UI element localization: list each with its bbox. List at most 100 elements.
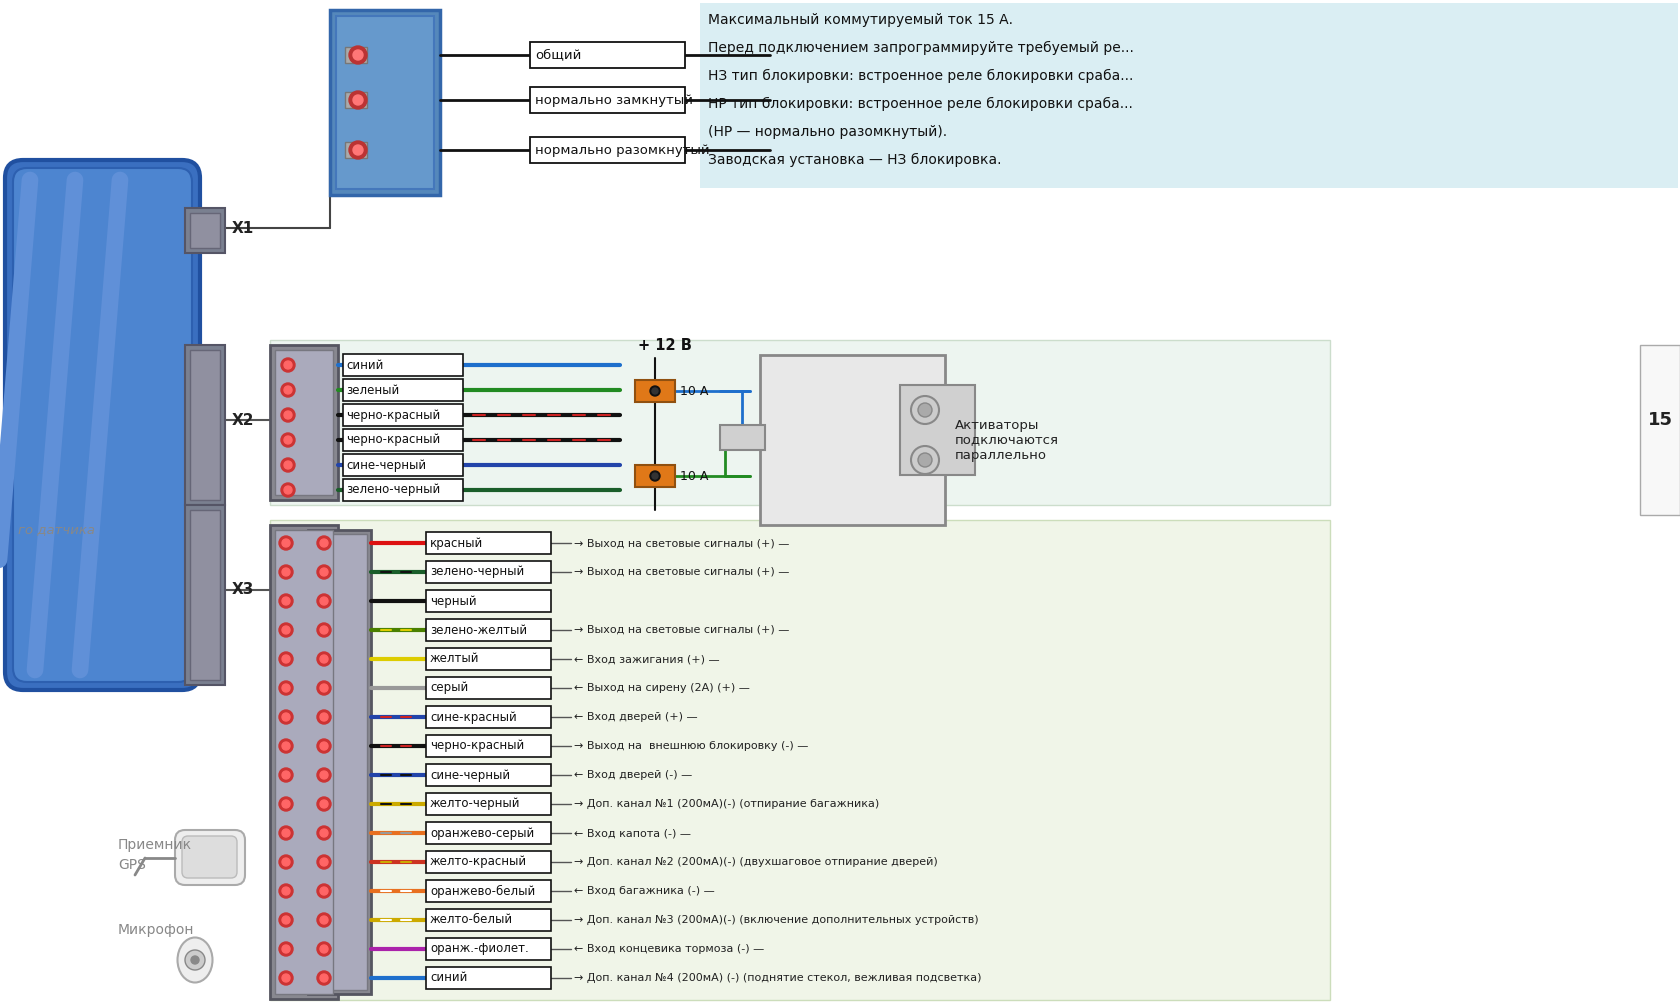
Circle shape [650,386,660,396]
FancyBboxPatch shape [425,532,551,554]
Circle shape [318,652,331,666]
Circle shape [319,655,328,663]
Circle shape [284,486,292,494]
Circle shape [319,916,328,924]
Circle shape [282,858,291,866]
Circle shape [349,46,366,64]
Text: НР тип блокировки: встроенное реле блокировки сраба...: НР тип блокировки: встроенное реле блоки… [707,97,1132,111]
Text: синий: синий [430,972,467,985]
Circle shape [353,145,363,155]
Text: ← Выход на сирену (2А) (+) —: ← Выход на сирену (2А) (+) — [573,683,749,693]
Circle shape [319,800,328,808]
Text: + 12 В: + 12 В [638,337,692,352]
Text: → Выход на  внешнюю блокировку (-) —: → Выход на внешнюю блокировку (-) — [573,741,808,751]
FancyBboxPatch shape [270,340,1329,505]
FancyBboxPatch shape [425,967,551,989]
Circle shape [318,623,331,637]
FancyBboxPatch shape [529,42,684,68]
Text: Микрофон: Микрофон [118,923,195,937]
Text: серый: серый [430,681,469,694]
FancyBboxPatch shape [425,561,551,583]
FancyBboxPatch shape [343,379,462,401]
Text: синий: синий [346,358,383,371]
FancyBboxPatch shape [344,142,366,158]
Circle shape [284,361,292,369]
Circle shape [279,739,292,753]
Text: зеленый: зеленый [346,383,400,396]
Text: ← Вход зажигания (+) —: ← Вход зажигания (+) — [573,654,719,664]
FancyBboxPatch shape [529,137,684,163]
Circle shape [319,568,328,576]
Circle shape [319,539,328,547]
Circle shape [282,771,291,779]
Circle shape [282,829,291,837]
Circle shape [318,768,331,782]
FancyBboxPatch shape [425,880,551,902]
FancyBboxPatch shape [425,938,551,960]
FancyBboxPatch shape [1640,345,1678,515]
FancyBboxPatch shape [425,851,551,873]
Text: → Доп. канал №1 (200мА)(-) (отпирание багажника): → Доп. канал №1 (200мА)(-) (отпирание ба… [573,799,879,809]
FancyBboxPatch shape [312,534,366,990]
Text: оранж.-фиолет.: оранж.-фиолет. [430,943,529,956]
Circle shape [282,597,291,605]
FancyBboxPatch shape [425,793,551,815]
Circle shape [318,710,331,724]
Text: Перед подключением запрограммируйте требуемый ре...: Перед подключением запрограммируйте треб… [707,41,1134,55]
Text: черно-красный: черно-красный [430,739,524,752]
Circle shape [318,594,331,608]
Text: оранжево-белый: оранжево-белый [430,884,534,897]
FancyBboxPatch shape [270,345,338,500]
Text: Заводская установка — НЗ блокировка.: Заводская установка — НЗ блокировка. [707,153,1001,167]
Circle shape [279,623,292,637]
Circle shape [911,396,939,424]
Text: Максимальный коммутируемый ток 15 А.: Максимальный коммутируемый ток 15 А. [707,13,1013,27]
Circle shape [318,971,331,985]
Text: черный: черный [430,595,477,608]
Circle shape [282,713,291,721]
Text: X2: X2 [232,412,254,428]
FancyBboxPatch shape [336,16,433,189]
Circle shape [318,884,331,898]
Text: желто-белый: желто-белый [430,913,512,927]
Circle shape [279,652,292,666]
Circle shape [279,594,292,608]
FancyBboxPatch shape [425,764,551,786]
Text: → Выход на световые сигналы (+) —: → Выход на световые сигналы (+) — [573,538,790,548]
Circle shape [282,684,291,692]
Text: зелено-черный: зелено-черный [430,565,524,578]
Circle shape [319,713,328,721]
Circle shape [349,91,366,109]
Circle shape [282,887,291,895]
Text: желто-черный: желто-черный [430,798,521,811]
FancyBboxPatch shape [276,350,333,495]
Circle shape [281,483,294,497]
FancyBboxPatch shape [425,590,551,612]
Text: X3: X3 [232,582,254,598]
Circle shape [279,826,292,840]
Text: → Доп. канал №3 (200мА)(-) (включение дополнительных устройств): → Доп. канал №3 (200мА)(-) (включение до… [573,915,978,925]
Text: нормально разомкнутый: нормально разомкнутый [534,144,709,157]
Text: X1: X1 [232,220,254,235]
FancyBboxPatch shape [344,92,366,108]
Text: сине-красный: сине-красный [430,710,516,723]
Text: сине-черный: сине-черный [430,769,509,782]
Circle shape [318,565,331,579]
Circle shape [282,742,291,750]
FancyBboxPatch shape [190,510,220,680]
Text: → Доп. канал №4 (200мА) (-) (поднятие стекол, вежливая подсветка): → Доп. канал №4 (200мА) (-) (поднятие ст… [573,973,981,983]
Circle shape [917,403,931,417]
Circle shape [279,884,292,898]
Circle shape [281,458,294,472]
Circle shape [319,597,328,605]
Circle shape [917,453,931,467]
FancyBboxPatch shape [270,520,1329,1000]
Circle shape [284,386,292,394]
FancyBboxPatch shape [635,465,675,487]
Text: черно-красный: черно-красный [346,408,440,422]
FancyBboxPatch shape [425,909,551,931]
FancyBboxPatch shape [699,3,1677,188]
Circle shape [318,536,331,550]
Circle shape [279,768,292,782]
Circle shape [279,710,292,724]
